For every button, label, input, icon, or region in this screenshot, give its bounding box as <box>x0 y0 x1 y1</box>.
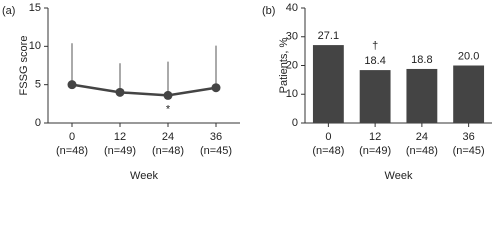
sample-size: (n=48) <box>152 145 184 157</box>
sample-size: (n=49) <box>359 145 391 157</box>
x-tick-label: 24 <box>162 131 174 143</box>
y-tick-label: 20 <box>286 59 298 71</box>
y-tick-label: 0 <box>292 117 298 129</box>
y-tick-label: 40 <box>286 2 298 14</box>
y-axis-label: FSSG score <box>18 36 30 96</box>
value-label: 18.8 <box>411 54 432 66</box>
sample-size: (n=48) <box>406 145 438 157</box>
x-tick-label: 12 <box>114 131 126 143</box>
x-tick-label: 24 <box>416 131 428 143</box>
sample-size: (n=45) <box>453 145 485 157</box>
y-axis-label: Patients, % <box>278 37 290 93</box>
line <box>71 83 217 97</box>
bar <box>359 70 391 123</box>
y-tick-label: 30 <box>286 31 298 43</box>
annotation: * <box>166 103 171 115</box>
bar <box>312 45 344 123</box>
y-tick-label: 0 <box>35 117 41 129</box>
sample-size: (n=45) <box>200 145 232 157</box>
bar <box>453 65 485 123</box>
panel-label: (b) <box>262 5 275 17</box>
y-tick-label: 5 <box>35 79 41 91</box>
sample-size: (n=48) <box>56 145 88 157</box>
point <box>67 80 77 90</box>
bar <box>406 68 438 123</box>
figure: (a) 0 5 10 15 FSSG score Week 0 (n=48) 12 (n=49) 24… <box>2 2 492 182</box>
y-tick-label: 15 <box>29 2 41 14</box>
value-label: 20.0 <box>458 50 479 62</box>
point <box>163 90 173 100</box>
x-tick-label: 36 <box>210 131 222 143</box>
value-label: 27.1 <box>318 30 339 42</box>
sample-size: (n=49) <box>104 145 136 157</box>
x-tick-label: 0 <box>325 131 331 143</box>
annotation: † <box>372 40 378 52</box>
x-tick-label: 36 <box>463 131 475 143</box>
x-tick-label: 12 <box>369 131 381 143</box>
x-tick-label: 0 <box>69 131 75 143</box>
value-label: 18.4 <box>364 55 385 67</box>
y-tick-label: 10 <box>29 40 41 52</box>
sample-size: (n=48) <box>312 145 344 157</box>
x-axis-label: Week <box>130 170 158 182</box>
point <box>115 87 125 97</box>
y-tick-label: 10 <box>286 88 298 100</box>
panel-label: (a) <box>2 5 15 17</box>
point <box>211 83 221 93</box>
x-axis-label: Week <box>385 170 413 182</box>
